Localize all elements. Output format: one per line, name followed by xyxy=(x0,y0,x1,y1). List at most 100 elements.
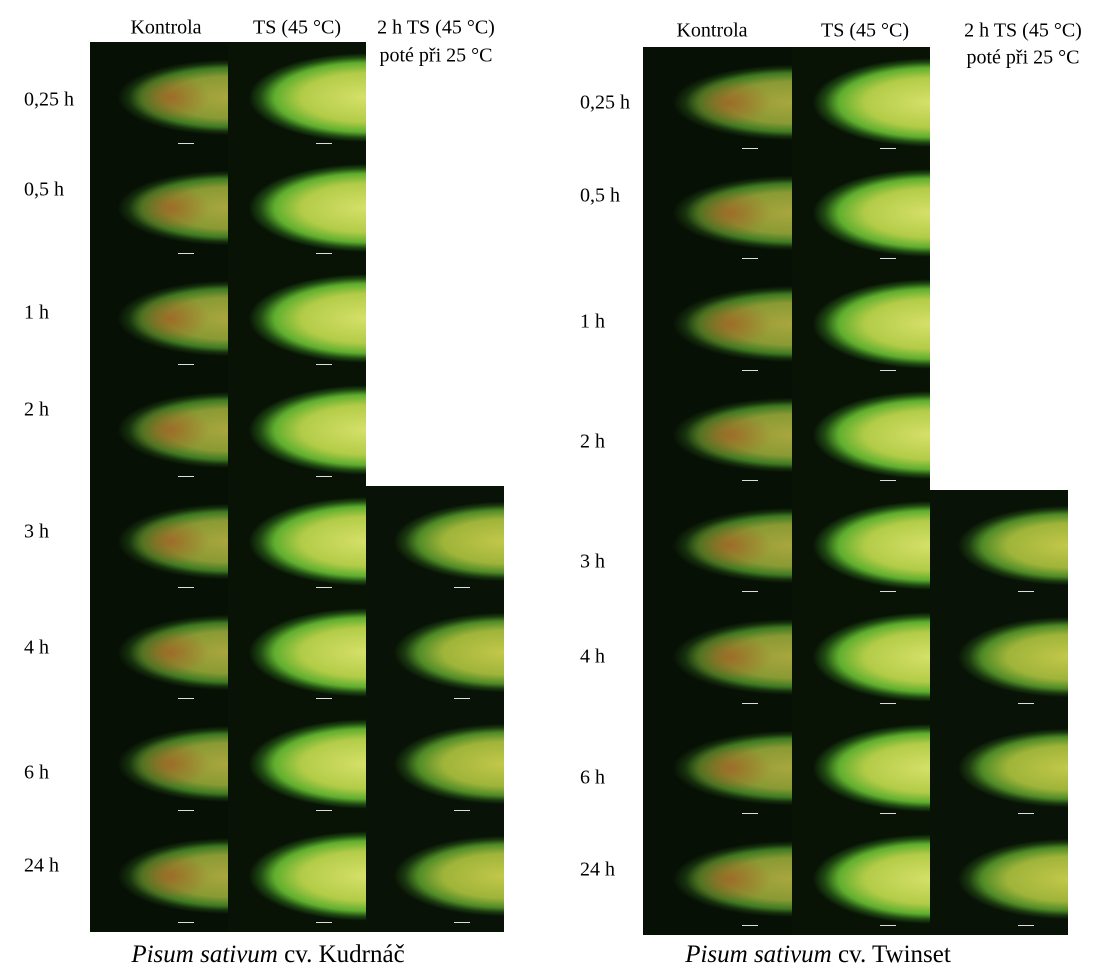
micrograph xyxy=(792,601,930,713)
scale-bar xyxy=(178,698,194,699)
micrograph xyxy=(930,823,1068,935)
micrograph xyxy=(643,158,792,268)
scale-bar xyxy=(316,476,332,477)
micrograph xyxy=(792,158,930,268)
column-header: Kontrola xyxy=(130,17,201,40)
micrograph xyxy=(228,42,366,153)
row-label: 4 h xyxy=(24,637,49,660)
scale-bar xyxy=(454,698,470,699)
scale-bar xyxy=(316,587,332,588)
column-header: 2 h TS (45 °C) xyxy=(964,20,1082,43)
column-header: TS (45 °C) xyxy=(253,17,341,40)
scale-bar xyxy=(1018,925,1034,926)
scale-bar xyxy=(880,925,896,926)
micrograph xyxy=(228,597,366,708)
scale-bar xyxy=(316,922,332,923)
scale-bar xyxy=(1018,813,1034,814)
scale-bar xyxy=(316,698,332,699)
scale-bar xyxy=(454,810,470,811)
micrograph xyxy=(228,708,366,820)
caption: Pisum sativum cv. Twinset xyxy=(685,941,951,969)
micrograph xyxy=(90,153,228,263)
scale-bar xyxy=(880,370,896,371)
cultivar: cv. Kudrnáč xyxy=(284,941,405,968)
column-header: poté při 25 °C xyxy=(380,45,493,68)
row-label: 4 h xyxy=(580,646,605,669)
scale-bar xyxy=(742,925,758,926)
scale-bar xyxy=(178,587,194,588)
row-label: 6 h xyxy=(580,767,605,790)
micrograph xyxy=(643,601,792,713)
micrograph xyxy=(792,823,930,935)
row-label: 3 h xyxy=(580,551,605,574)
micrograph xyxy=(792,713,930,823)
scale-bar xyxy=(880,148,896,149)
micrograph xyxy=(930,601,1068,713)
scale-bar xyxy=(316,253,332,254)
micrograph xyxy=(90,597,228,708)
scale-bar xyxy=(178,143,194,144)
scale-bar xyxy=(742,148,758,149)
micrograph xyxy=(228,153,366,263)
caption: Pisum sativum cv. Kudrnáč xyxy=(131,941,404,969)
scale-bar xyxy=(454,922,470,923)
row-label: 24 h xyxy=(24,855,59,878)
micrograph xyxy=(643,47,792,158)
row-label: 6 h xyxy=(24,762,49,785)
row-label: 0,25 h xyxy=(24,89,74,112)
scale-bar xyxy=(880,258,896,259)
cultivar: cv. Twinset xyxy=(838,941,951,968)
scale-bar xyxy=(316,810,332,811)
scale-bar xyxy=(178,364,194,365)
micrograph xyxy=(366,708,504,820)
micrograph xyxy=(366,597,504,708)
micrograph xyxy=(930,490,1068,601)
micrograph xyxy=(643,490,792,601)
micrograph xyxy=(792,47,930,158)
micrograph xyxy=(90,820,228,932)
scale-bar xyxy=(742,370,758,371)
scale-bar xyxy=(880,591,896,592)
species: Pisum sativum xyxy=(131,941,278,968)
micrograph xyxy=(228,263,366,374)
scale-bar xyxy=(742,258,758,259)
row-label: 1 h xyxy=(24,302,49,325)
scale-bar xyxy=(742,480,758,481)
row-label: 3 h xyxy=(24,521,49,544)
scale-bar xyxy=(178,922,194,923)
row-label: 2 h xyxy=(24,399,49,422)
scale-bar xyxy=(316,143,332,144)
scale-bar xyxy=(742,813,758,814)
row-label: 1 h xyxy=(580,311,605,334)
column-header: poté při 25 °C xyxy=(967,47,1080,70)
scale-bar xyxy=(178,253,194,254)
column-header: 2 h TS (45 °C) xyxy=(377,17,495,40)
micrograph xyxy=(90,374,228,486)
micrograph xyxy=(90,42,228,153)
row-label: 0,5 h xyxy=(24,179,64,202)
micrograph xyxy=(90,263,228,374)
column-header: TS (45 °C) xyxy=(821,20,909,43)
scale-bar xyxy=(1018,591,1034,592)
scale-bar xyxy=(880,703,896,704)
row-label: 0,5 h xyxy=(580,185,620,208)
scale-bar xyxy=(454,587,470,588)
micrograph xyxy=(643,268,792,380)
scale-bar xyxy=(316,364,332,365)
micrograph xyxy=(792,490,930,601)
micrograph xyxy=(228,374,366,486)
row-label: 24 h xyxy=(580,859,615,882)
scale-bar xyxy=(1018,703,1034,704)
figure: Kontrola TS (45 °C) 2 h TS (45 °C) poté při… xyxy=(0,0,1111,976)
micrograph xyxy=(643,380,792,490)
micrograph xyxy=(643,713,792,823)
micrograph xyxy=(228,486,366,597)
row-label: 2 h xyxy=(580,431,605,454)
scale-bar xyxy=(178,476,194,477)
micrograph xyxy=(90,708,228,820)
micrograph xyxy=(228,820,366,932)
scale-bar xyxy=(742,703,758,704)
row-label: 0,25 h xyxy=(580,92,630,115)
micrograph xyxy=(366,486,504,597)
column-header: Kontrola xyxy=(676,20,747,43)
